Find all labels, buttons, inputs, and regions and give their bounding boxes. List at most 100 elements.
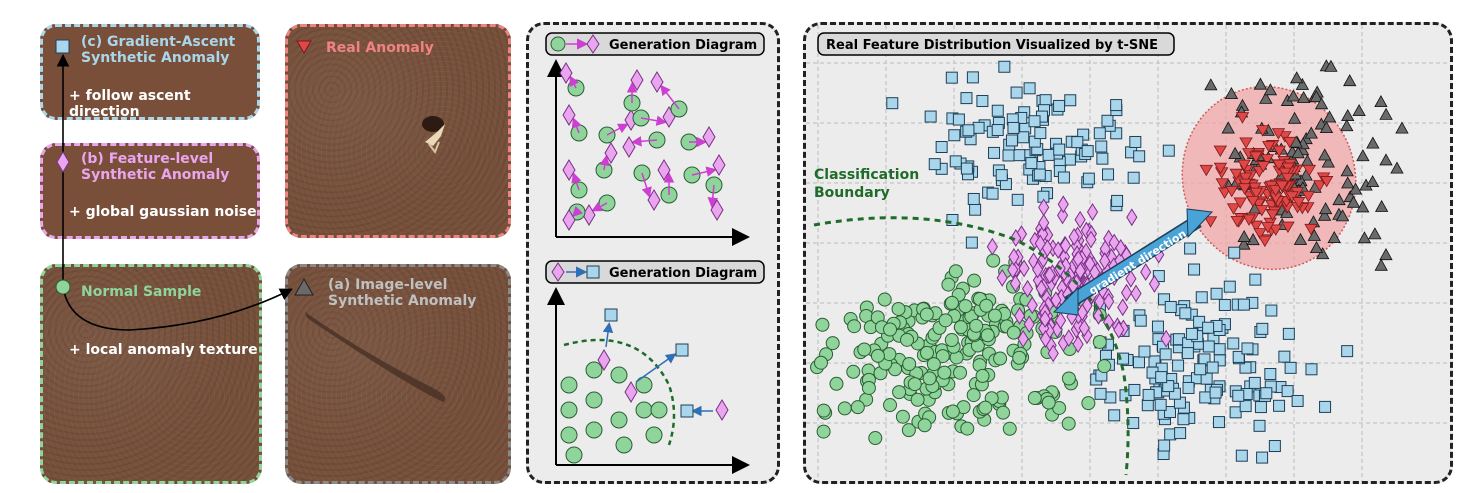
gradient-point-148 [1155, 371, 1168, 384]
real-point-89 [1233, 197, 1247, 209]
gradient-upper-point-33 [991, 104, 1004, 117]
normal-point-201 [1061, 371, 1076, 386]
normal-point-206 [993, 351, 1008, 366]
bottom-gradient-point-2 [680, 404, 694, 418]
gradient-upper-point-6 [1110, 127, 1123, 140]
bottom-normal-point-13 [565, 446, 583, 464]
gradient-point-32 [1235, 449, 1248, 462]
gradient-upper-point-89 [1133, 150, 1146, 163]
gradient-upper-point-70 [1102, 168, 1115, 181]
gradient-upper-point-109 [995, 169, 1008, 182]
gradient-upper-point-87 [952, 113, 965, 126]
real-anomaly-title: Real Anomaly [326, 40, 434, 56]
real-point-36 [1313, 180, 1327, 192]
top-arrow-2 [606, 123, 629, 136]
feature-point-154 [1057, 195, 1069, 214]
image-level-point-72 [1366, 136, 1380, 149]
image-level-point-71 [1357, 231, 1372, 244]
gradient-point-11 [1158, 293, 1171, 306]
feature-point-176 [1059, 236, 1072, 255]
real-anomaly-tile: Real Anomaly [285, 24, 511, 238]
gradient-point-131 [1237, 298, 1250, 311]
normal-point-127 [847, 319, 862, 334]
gradient-upper-point-10 [1129, 135, 1142, 148]
top-legend-circle-icon [550, 36, 566, 52]
gradient-point-20 [1199, 391, 1212, 404]
bottom-gradient-point-0 [604, 308, 618, 322]
feature-point-127 [1008, 247, 1020, 266]
normal-point-78 [1027, 391, 1042, 406]
image-level-point-100 [1379, 107, 1393, 120]
image-level-point-66 [1263, 83, 1278, 96]
feature-point-90 [1050, 291, 1062, 310]
gradient-point-0 [1341, 345, 1354, 358]
image-level-point-90 [1304, 126, 1318, 139]
gradient-point-71 [1260, 387, 1273, 400]
gradient-upper-point-65 [1034, 127, 1047, 140]
gradient-point-143 [1248, 376, 1261, 389]
image-level-point-93 [1346, 195, 1361, 208]
normal-sample-title: Normal Sample [81, 284, 202, 300]
normal-point-205 [953, 320, 968, 335]
real-point-56 [1255, 125, 1270, 137]
gradient-upper-point-31 [1127, 171, 1140, 184]
normal-point-84 [837, 401, 852, 416]
real-point-90 [1285, 191, 1299, 203]
normal-point-72 [901, 423, 916, 438]
gradient-point-139 [1264, 368, 1277, 381]
feature-point-158 [1055, 311, 1067, 330]
image-level-point-65 [1379, 153, 1393, 166]
normal-point-182 [938, 313, 953, 328]
top-arrow-1 [571, 117, 582, 134]
gradient-upper-point-98 [998, 60, 1011, 73]
gradient-upper-point-93 [1095, 140, 1108, 153]
gradient-point-63 [1141, 399, 1154, 412]
normal-point-97 [966, 388, 981, 403]
gradient-point-115 [1273, 399, 1286, 412]
gradient-point-118 [1159, 348, 1172, 361]
gradient-point-147 [1154, 398, 1167, 411]
real-point-104 [1275, 180, 1289, 192]
gradient-point-66 [1212, 416, 1225, 429]
real-point-88 [1249, 151, 1263, 163]
feature-point-153 [1047, 344, 1059, 363]
feature-point-28 [1007, 260, 1019, 279]
gradient-point-81 [1282, 327, 1295, 340]
gradient-upper-point-64 [1101, 114, 1114, 127]
gradient-point-28 [1184, 242, 1197, 255]
image-level-point-57 [1290, 71, 1304, 84]
feature-level-tile: (b) Feature-level Synthetic Anomaly + gl… [40, 143, 260, 239]
normal-point-47 [816, 424, 831, 439]
feature-point-179 [1074, 261, 1086, 280]
image-level-point-31 [1315, 247, 1330, 260]
image-level-point-33 [1237, 237, 1251, 250]
image-level-point-94 [1335, 209, 1350, 222]
gradient-point-36 [1227, 337, 1240, 350]
gradient-upper-point-54 [1013, 149, 1026, 162]
normal-point-44 [868, 431, 883, 446]
gradient-point-89 [1232, 350, 1245, 363]
image-level-point-60 [1374, 95, 1388, 108]
image-level-point-95 [1286, 89, 1300, 102]
normal-point-227 [979, 298, 994, 313]
normal-point-40 [815, 317, 830, 332]
normal-point-210 [926, 357, 941, 372]
normal-point-198 [870, 348, 885, 363]
gradient-upper-point-28 [988, 146, 1001, 159]
real-point-32 [1213, 162, 1228, 175]
gradient-point-91 [1256, 451, 1269, 464]
normal-point-186 [883, 398, 898, 413]
feature-point-43 [1108, 233, 1120, 252]
gradient-point-21 [1278, 350, 1291, 363]
image-level-point-6 [1343, 74, 1357, 87]
normal-point-167 [953, 365, 968, 380]
gradient-point-130 [1241, 342, 1254, 355]
gradient-upper-point-66 [1081, 145, 1094, 158]
feature-point-63 [1120, 283, 1133, 302]
gradient-upper-point-94 [935, 141, 948, 154]
gradient-point-123 [1142, 388, 1155, 401]
top-feature-point-0 [559, 62, 573, 84]
image-level-point-102 [1374, 258, 1388, 271]
gradient-point-125 [1177, 413, 1190, 426]
image-level-defect [305, 312, 446, 402]
